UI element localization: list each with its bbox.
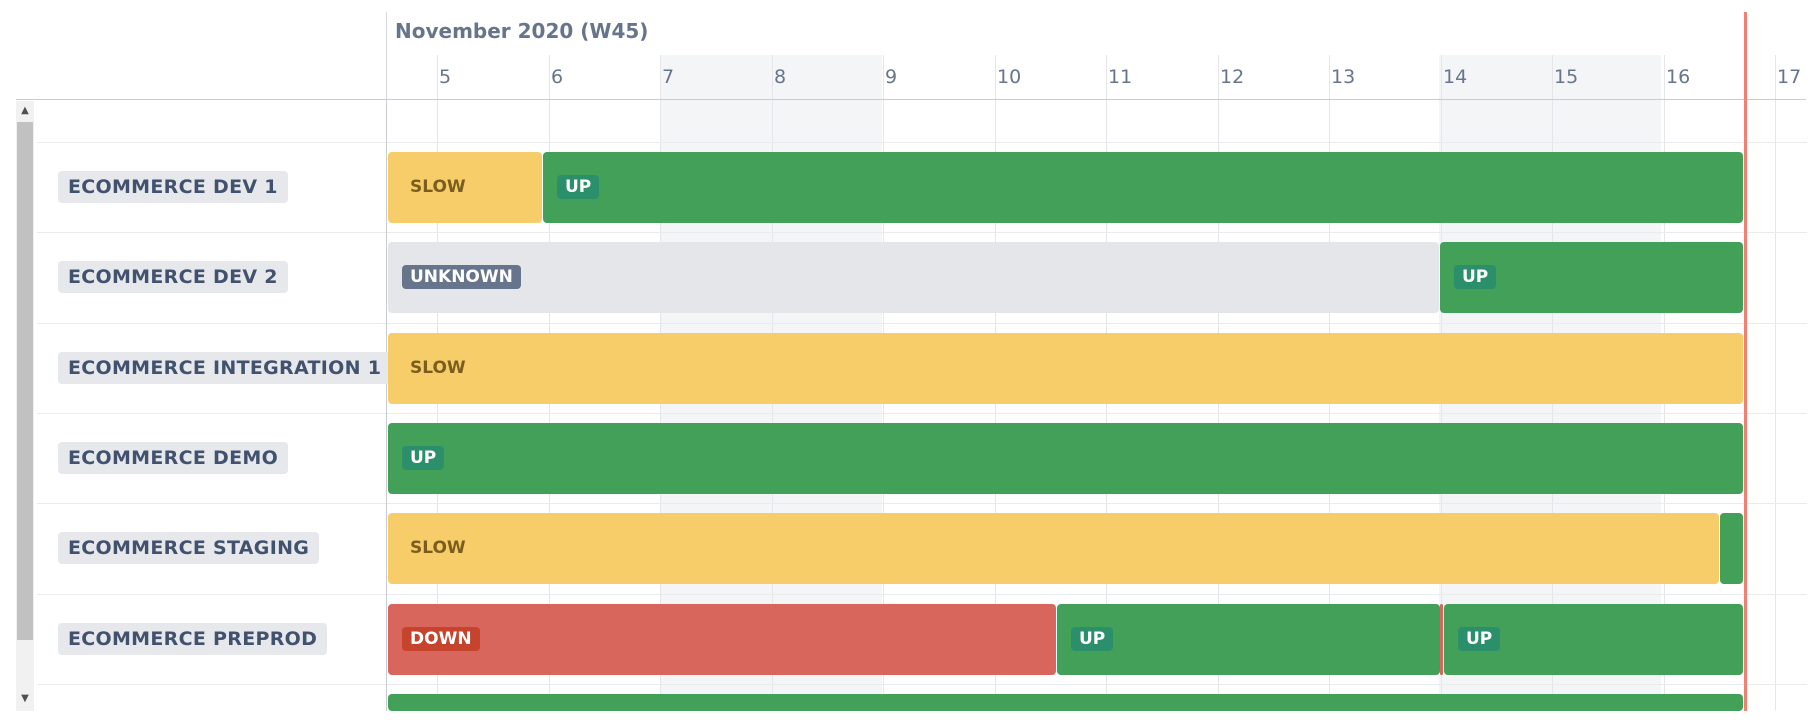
status-badge: UP	[557, 175, 600, 199]
status-text: SLOW	[410, 177, 466, 197]
row-label[interactable]: ECOMMERCE STAGING	[58, 532, 320, 564]
status-bar-slow[interactable]: SLOW	[388, 152, 542, 223]
status-bar-up[interactable]	[388, 694, 1743, 711]
row-divider	[37, 323, 1807, 324]
scroll-up-icon[interactable]: ▲	[21, 105, 29, 116]
row-label[interactable]: ECOMMERCE DEV 1	[58, 171, 288, 203]
scroll-down-icon[interactable]: ▼	[21, 693, 29, 704]
status-text: SLOW	[410, 358, 466, 378]
status-badge: UP	[1454, 265, 1497, 289]
status-bar-down[interactable]: DOWN	[388, 604, 1056, 675]
row-label[interactable]: ECOMMERCE INTEGRATION 1	[58, 352, 392, 384]
day-label: 15	[1554, 66, 1579, 88]
status-bar-up[interactable]: UP	[543, 152, 1743, 223]
header-divider	[386, 12, 387, 100]
status-badge: DOWN	[402, 627, 480, 651]
day-label: 6	[551, 66, 564, 88]
status-bar-unknown[interactable]: UNKNOWN	[388, 242, 1439, 313]
day-label: 5	[439, 66, 452, 88]
status-text: SLOW	[410, 538, 466, 558]
day-label: 10	[997, 66, 1022, 88]
status-badge: UP	[1071, 627, 1114, 651]
day-label: 7	[662, 66, 675, 88]
current-time-marker	[1744, 12, 1747, 711]
label-column-border	[386, 99, 387, 711]
row-divider	[37, 232, 1807, 233]
status-badge: UNKNOWN	[402, 265, 521, 289]
row-label[interactable]: ECOMMERCE PREPROD	[58, 623, 328, 655]
day-label: 9	[885, 66, 898, 88]
status-bar-slow[interactable]: SLOW	[388, 513, 1719, 584]
day-label: 8	[774, 66, 787, 88]
status-bar-slow[interactable]: SLOW	[388, 333, 1743, 404]
status-bar-up[interactable]: UP	[1440, 242, 1743, 313]
day-label: 17	[1777, 66, 1802, 88]
day-label: 14	[1443, 66, 1468, 88]
status-bar-up[interactable]: UP	[1444, 604, 1743, 675]
row-divider	[37, 684, 1807, 685]
status-badge: UP	[402, 446, 445, 470]
header-border	[16, 99, 1806, 100]
row-label[interactable]: ECOMMERCE DEV 2	[58, 261, 288, 293]
row-label[interactable]: ECOMMERCE DEMO	[58, 442, 289, 474]
row-divider	[37, 413, 1807, 414]
row-divider	[37, 503, 1807, 504]
row-divider	[37, 142, 1807, 143]
status-bar-up[interactable]: UP	[1057, 604, 1440, 675]
day-label: 11	[1108, 66, 1133, 88]
scrollbar-thumb[interactable]	[17, 122, 33, 640]
day-gridline	[1775, 55, 1776, 710]
status-bar-up[interactable]: UP	[388, 423, 1743, 494]
day-label: 13	[1331, 66, 1356, 88]
row-divider	[37, 594, 1807, 595]
status-bar-down[interactable]	[1440, 604, 1443, 675]
day-label: 12	[1220, 66, 1245, 88]
month-label: November 2020 (W45)	[395, 19, 649, 43]
status-badge: UP	[1458, 627, 1501, 651]
status-bar-up[interactable]	[1720, 513, 1743, 584]
day-label: 16	[1666, 66, 1691, 88]
